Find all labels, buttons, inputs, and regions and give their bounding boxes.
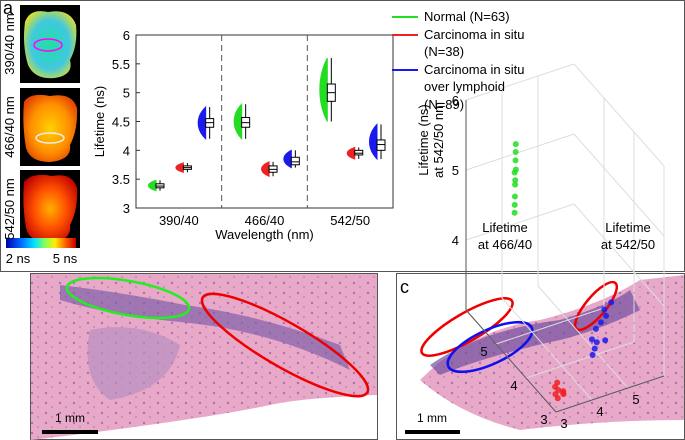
legend-swatch (392, 68, 418, 71)
scale-bar-label: 1 mm (55, 411, 85, 425)
x-axis-label: Wavelength (nm) (215, 227, 314, 242)
grid-line (465, 203, 575, 241)
point (552, 383, 559, 390)
y-tick-label: 4.5 (112, 115, 130, 130)
x-axis-label: Lifetime (482, 220, 528, 235)
violin (369, 123, 378, 161)
legend: Normal (N=63) Carcinoma in situ (N=38) Car… (392, 8, 582, 113)
violin (319, 57, 328, 122)
grid-line (465, 133, 575, 171)
point (592, 325, 599, 332)
legend-entry: Normal (N=63) (392, 8, 582, 26)
x-tick-label: 390/40 (159, 213, 199, 228)
legend-label: Carcinoma in situ (N=38) (424, 26, 525, 60)
point (589, 336, 595, 343)
violin (283, 149, 292, 169)
point (593, 339, 600, 346)
axis-line (465, 309, 557, 413)
y-tick-label: 5.5 (112, 57, 130, 72)
x-tick-label: 542/50 (330, 213, 370, 228)
y-axis-label: Lifetime (605, 220, 651, 235)
point (608, 299, 615, 306)
x-tick-label: 5 (480, 344, 487, 359)
grid-line (573, 133, 665, 237)
point (511, 193, 518, 200)
grid-line (573, 63, 665, 167)
z-tick-label: 5 (452, 163, 459, 178)
y-tick-label: 6 (123, 28, 130, 43)
legend-label: Carcinoma in situ over lymphoid (N=89) (424, 61, 525, 112)
point (560, 389, 567, 396)
legend-swatch (392, 33, 418, 36)
violin (147, 179, 157, 192)
point (602, 337, 609, 344)
grid-line (465, 63, 575, 101)
z-axis-label: at 542/50 nm (431, 102, 446, 178)
y-axis-label: Lifetime (ns) (92, 86, 107, 158)
grid-line (573, 203, 665, 307)
violin (261, 161, 270, 178)
point (512, 157, 519, 164)
y-tick-label: 3.5 (112, 172, 130, 187)
grid-line (501, 297, 593, 401)
point (512, 166, 519, 173)
y-tick-label: 3 (123, 201, 130, 216)
legend-swatch (392, 16, 418, 18)
colorbar (6, 238, 76, 248)
x-tick-label: 466/40 (245, 213, 285, 228)
image-label: 466/40 nm (2, 96, 17, 157)
y-tick-label: 4 (596, 404, 603, 419)
panel-label: a (3, 0, 14, 18)
point (512, 141, 519, 148)
violin (346, 146, 356, 160)
point (512, 181, 519, 188)
violin (175, 162, 184, 173)
point (591, 345, 598, 352)
point (512, 149, 519, 156)
point (598, 319, 604, 326)
legend-label: Normal (N=63) (424, 9, 510, 24)
colorbar-label: 5 ns (53, 251, 78, 266)
y-tick-label: 5 (123, 86, 130, 101)
image-label: 542/50 nm (2, 178, 17, 239)
y-axis-label: at 542/50 (601, 237, 655, 252)
point (511, 209, 518, 216)
histology-b (31, 274, 377, 440)
point (512, 177, 519, 184)
z-axis-label: Lifetime (ns) (416, 104, 431, 176)
x-tick-label: 4 (510, 378, 517, 393)
point (552, 391, 559, 398)
y-tick-label: 4 (123, 143, 130, 158)
box (354, 149, 364, 156)
z-tick-label: 6 (452, 93, 459, 108)
box (290, 156, 300, 166)
point (603, 312, 610, 319)
legend-entry: Carcinoma in situ (N=38) (392, 26, 582, 61)
y-tick-label: 5 (632, 392, 639, 407)
point (601, 306, 608, 313)
legend-entry: Carcinoma in situ over lymphoid (N=89) (392, 61, 582, 114)
colorbar-label: 2 ns (6, 251, 31, 266)
scale-bar-label: 1 mm (417, 411, 447, 425)
point (589, 352, 596, 358)
axis-line (555, 375, 665, 413)
point (511, 201, 518, 208)
x-axis-label: at 466/40 (478, 237, 532, 252)
x-tick-label: 3 (540, 412, 547, 427)
grid-line (537, 285, 629, 389)
z-tick-label: 4 (452, 233, 459, 248)
panel-label: c (400, 277, 409, 297)
violin (197, 105, 207, 140)
grid-line (495, 307, 605, 345)
grid-line (525, 341, 635, 379)
fluorescence-images (6, 5, 80, 248)
image-label: 390/40 nm (2, 13, 17, 74)
plot-frame (135, 34, 394, 209)
box (376, 139, 386, 151)
violin (233, 102, 243, 141)
y-tick-label: 3 (560, 416, 567, 431)
